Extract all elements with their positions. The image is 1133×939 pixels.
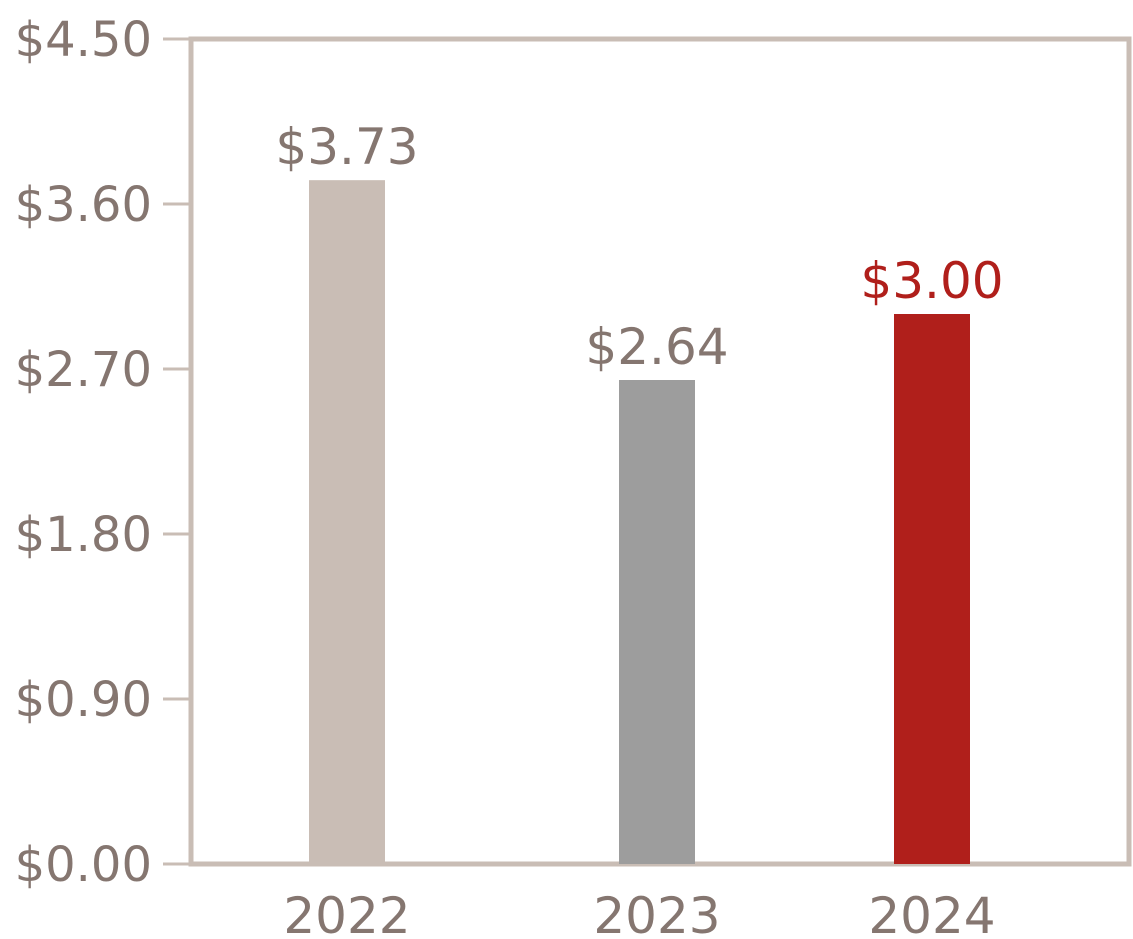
bar-2023	[619, 380, 695, 864]
y-tick-label: $3.60	[15, 177, 152, 233]
y-axis: $0.00 $0.90 $1.80 $2.70 $3.60 $4.50	[15, 12, 191, 893]
bar-value-label: $3.00	[860, 252, 1003, 310]
x-axis: 2022 2023 2024	[283, 887, 995, 939]
bar-value-label: $3.73	[275, 118, 418, 176]
x-tick-label: 2023	[593, 887, 720, 939]
y-tick-label: $0.90	[15, 672, 152, 728]
bars	[309, 180, 970, 864]
x-tick-label: 2022	[283, 887, 410, 939]
bar-2022	[309, 180, 385, 864]
x-tick-label: 2024	[868, 887, 995, 939]
y-tick-label: $0.00	[15, 837, 152, 893]
y-tick-label: $2.70	[15, 342, 152, 398]
y-tick-label: $4.50	[15, 12, 152, 68]
y-tick-label: $1.80	[15, 507, 152, 563]
bar-2024	[894, 314, 970, 864]
bar-value-label: $2.64	[585, 318, 728, 376]
data-labels: $3.73 $2.64 $3.00	[275, 118, 1003, 376]
